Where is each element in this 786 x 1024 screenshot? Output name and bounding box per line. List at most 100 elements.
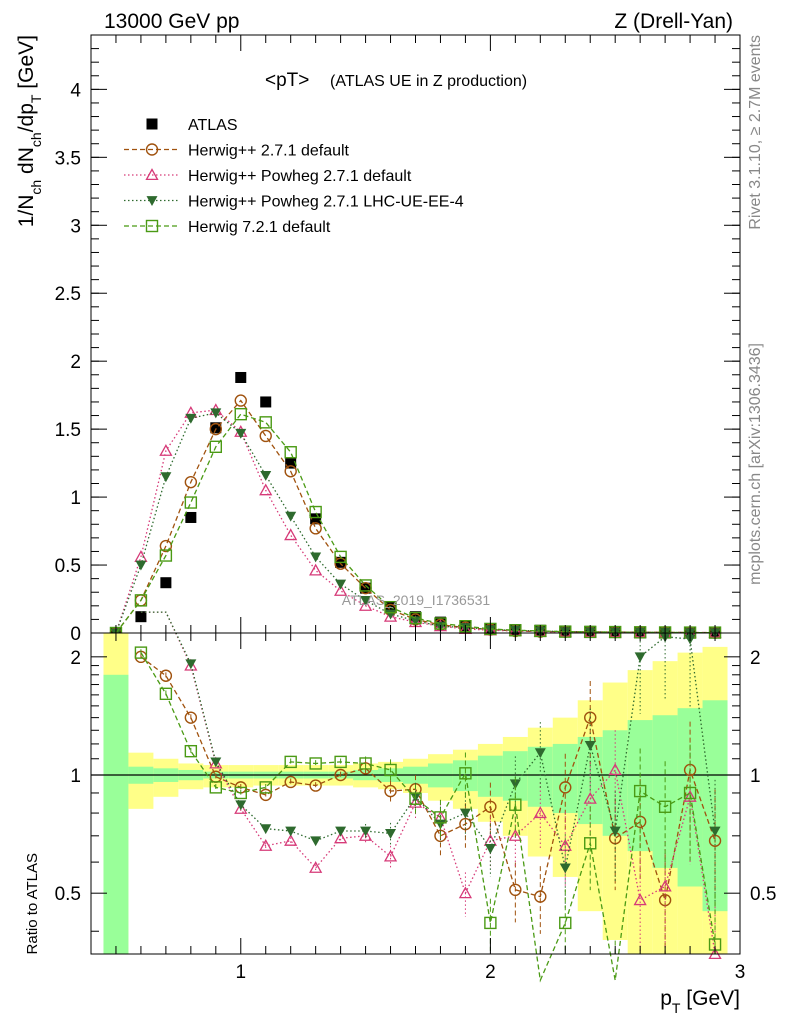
ratio-point [709,826,721,837]
data-point [185,413,197,424]
ratio-point [209,781,223,794]
x-label-part: T [672,1000,681,1016]
uncertainty-bands [103,633,728,954]
data-point [409,611,422,625]
y-tick-label: 3.5 [55,148,81,169]
x-tick-label: 1 [235,962,246,983]
ratio-point [184,744,198,758]
plot-title-sub: (ATLAS UE in Z production) [330,73,527,90]
data-point [334,550,347,564]
ratio-point [234,786,247,800]
ratio-point [334,768,347,782]
legend-label: Herwig++ Powheg 2.7.1 default [188,168,412,185]
legend-entry: Herwig++ Powheg 2.7.1 default [124,168,412,185]
mcplots-label: mcplots.cern.ch [arXiv:1306.3436] [747,343,764,585]
data-point [310,552,322,563]
ratio-point [310,836,322,847]
ratio-line [140,611,716,869]
legend-label: Herwig++ Powheg 2.7.1 LHC-UE-EE-4 [188,194,464,211]
main-panel-ticks: 0 0.5 1 1.5 2 2.5 3 3.5 4 [55,34,740,645]
ratio-point [285,826,297,837]
legend-marker [146,118,158,130]
data-point [209,422,223,436]
legend-entry: Herwig++ Powheg 2.7.1 LHC-UE-EE-4 [124,194,464,211]
data-point [310,513,322,525]
data-point [235,371,247,383]
ratio-point [383,849,398,862]
data-point [410,616,421,627]
legend-marker [145,143,159,156]
ratio-point [259,839,273,851]
ratio-y-tick-label-right: 1 [750,766,761,787]
ratio-point [509,883,522,897]
ratio-point [584,711,597,724]
data-point [284,465,297,478]
ratio-point [284,755,297,769]
data-point [160,577,172,589]
ratio-point [608,763,622,776]
data-point [235,428,247,439]
ratio-point [358,828,373,841]
data-point [285,457,297,469]
ratio-point [409,792,422,805]
legend-label: ATLAS [188,117,238,134]
ratio-point [484,844,496,854]
ratio-point [558,839,572,851]
ratio-point [284,775,297,789]
data-point [209,440,223,454]
legend-label: Herwig++ 2.7.1 default [188,143,350,160]
data-point [259,429,272,443]
x-label-part: [GeV] [680,987,740,1010]
data-point [234,394,247,407]
y-label-part: dN [15,147,38,180]
ratio-point [335,826,347,837]
y-tick-label: 1.5 [55,420,81,441]
legend: ATLAS Herwig++ 2.7.1 default Herwig++ Powh… [124,117,464,236]
data-point [260,396,272,408]
ratio-y-tick-label: 1 [70,766,81,787]
y-label-part: ch [28,180,44,195]
data-point [334,584,348,596]
ratio-point [209,756,223,769]
y-label-part: /dp [15,103,38,132]
data-point [259,483,273,496]
data-point [159,444,173,456]
ratio-point [584,837,597,850]
ratio-point [533,806,547,819]
main-panel: 0 0.5 1 1.5 2 2.5 3 3.5 4 ATLAS_2019_I1736531 <p… [55,34,741,645]
inner-band-bin [103,674,129,954]
legend-label: Herwig 7.2.1 default [188,219,331,236]
y-tick-label: 2.5 [55,284,81,305]
x-axis-label: pT [GeV] [660,987,740,1016]
main-panel-marks [109,371,722,640]
x-tick-label: 2 [485,962,496,983]
ratio-point [434,829,447,843]
ratio-point [359,757,372,770]
ratio-series-mc-4 [134,646,722,983]
ratio-point [334,831,348,844]
ratio-y-axis-label: Ratio to ATLAS [24,853,41,954]
ratio-point [459,808,471,819]
data-point [285,511,297,522]
legend-entry: ATLAS [146,117,238,134]
main-y-axis-label: 1/Nch dNch/dpT [GeV] [15,35,44,227]
process-label: Z (Drell-Yan) [614,10,733,33]
data-point [358,598,373,611]
ratio-point [658,879,672,892]
data-point [210,422,222,434]
ratio-point [159,669,173,682]
ratio-point [360,826,372,837]
y-tick-label: 4 [70,80,81,101]
rivet-version-label: Rivet 3.1.10, ≥ 2.7M events [747,35,764,230]
ratio-point [309,779,322,792]
x-tick-label: 3 [735,962,746,983]
ratio-y-tick-label: 0.5 [55,884,81,905]
data-point [135,560,147,571]
data-point [210,408,222,419]
analysis-watermark: ATLAS_2019_I1736531 [342,592,491,608]
plot-title-main: <pT> [265,70,309,91]
y-label-part: ch [28,132,44,147]
ratio-point [633,893,647,906]
data-point [309,522,322,535]
ratio-point [559,863,571,874]
